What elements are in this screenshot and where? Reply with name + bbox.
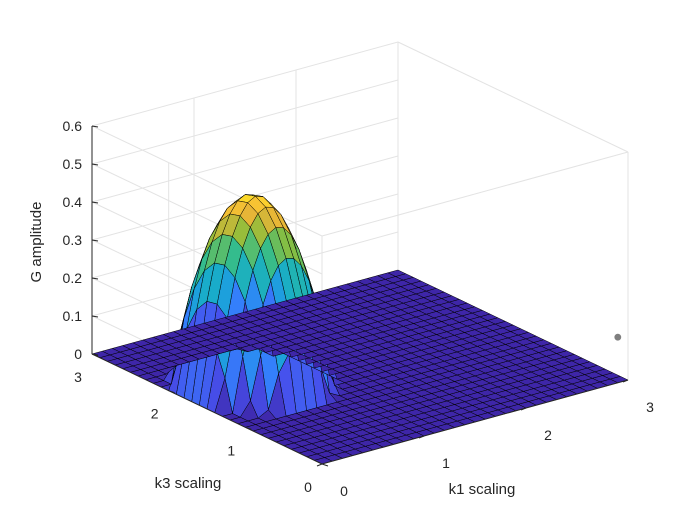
grid-line-z-back (91, 41, 399, 127)
y-axis-label: k3 scaling (155, 475, 222, 492)
z-tick-label: 0.2 (63, 270, 83, 286)
z-tick (91, 353, 99, 356)
z-axis-label: G amplitude (28, 202, 45, 283)
x-axis-label: k1 scaling (449, 481, 516, 498)
x-tick-label: 3 (646, 399, 654, 415)
box-edge (397, 41, 629, 153)
z-tick-label: 0.4 (63, 194, 83, 210)
axes (91, 125, 629, 467)
z-tick (91, 239, 99, 242)
surface (91, 194, 629, 465)
y-tick (168, 390, 175, 394)
grid-line-z-back (91, 117, 399, 203)
z-tick-label: 0.5 (63, 156, 83, 172)
x-tick (418, 435, 425, 439)
y-tick-label: 0 (304, 479, 312, 495)
x-tick-label: 0 (340, 483, 348, 499)
x-axis-line (321, 379, 629, 465)
z-tick-label: 0.1 (63, 308, 83, 324)
x-tick (622, 379, 629, 383)
x-tick (520, 407, 527, 411)
x-tick-label: 2 (544, 427, 552, 443)
z-tick (91, 277, 99, 280)
y-tick (245, 426, 252, 430)
x-tick-label: 1 (442, 455, 450, 471)
z-tick-label: 0 (74, 346, 82, 362)
box-edge (321, 151, 629, 237)
z-tick (91, 125, 99, 128)
z-tick-label: 0.6 (63, 118, 83, 134)
y-axis-line (91, 353, 323, 465)
z-tick (91, 315, 99, 318)
y-tick-label: 1 (227, 442, 235, 458)
y-tick-label: 2 (151, 406, 159, 422)
grid-line-z-back (91, 79, 399, 165)
y-tick (321, 463, 329, 467)
y-tick-label: 3 (74, 369, 82, 385)
z-tick-label: 0.3 (63, 232, 83, 248)
tick-labels: 0 1 2 3 0 1 2 3 0 0.1 0.2 0.3 0.4 0.5 0.6 (63, 118, 655, 499)
x-tick (316, 463, 323, 467)
z-tick (91, 163, 99, 166)
grid-line-z-left (91, 125, 323, 237)
data-point-marker (613, 332, 623, 342)
z-tick (91, 201, 99, 204)
